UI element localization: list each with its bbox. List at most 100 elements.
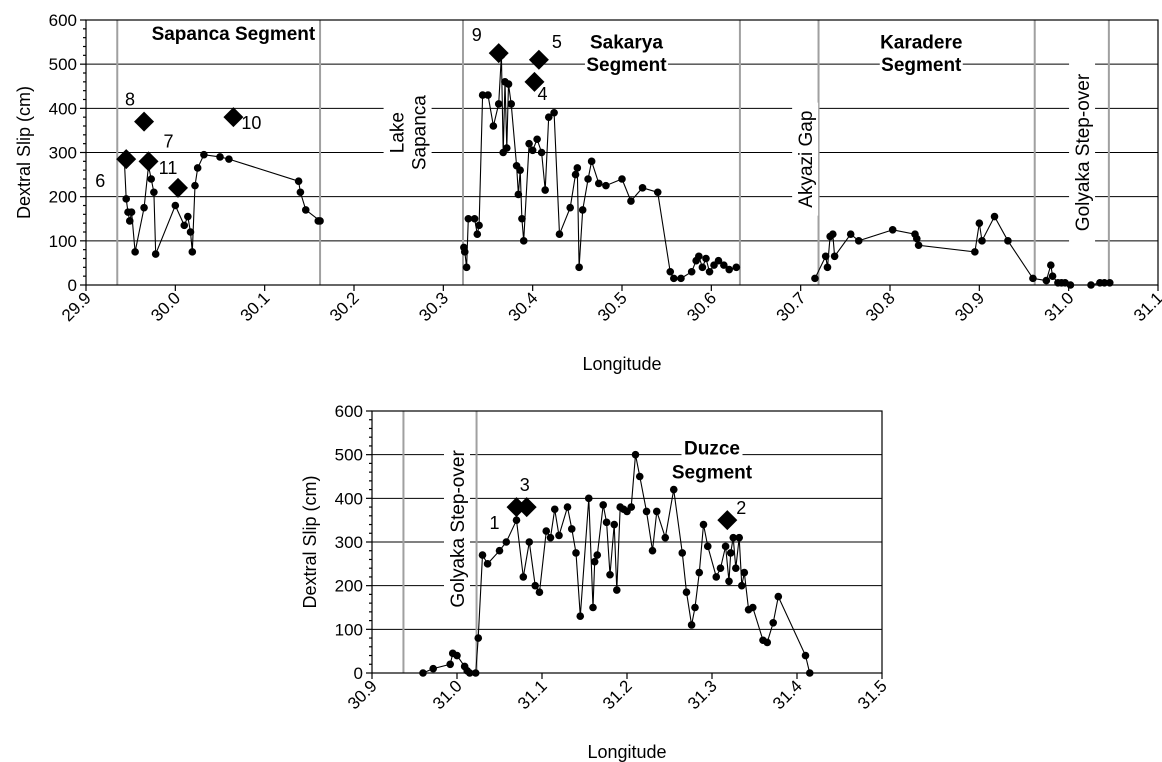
segment-label-bg [584,31,668,54]
data-point [705,267,714,276]
y-tick-label: 100 [49,232,77,251]
data-point [125,217,134,225]
data-point [519,237,528,245]
y-axis-title: Dextral Slip (cm) [300,475,320,608]
segment-label: Sakarya [590,33,663,54]
data-point [599,501,607,509]
data-point [670,274,678,283]
y-tick-label: 300 [335,533,363,552]
x-tick-label: 31.0 [429,676,466,713]
data-point [618,175,626,183]
annotation-bg [383,91,432,174]
y-axis-title: Dextral Slip (cm) [14,86,34,219]
data-point [578,206,587,214]
data-point [691,603,699,612]
diamond-marker [528,49,549,70]
data-point [419,669,427,677]
data-point [584,494,593,503]
data-point [474,634,483,642]
x-axis-title: Longitude [582,354,661,374]
diamond-marker [168,177,189,198]
diamond-marker [223,107,244,128]
segment-label: Segment [881,55,962,76]
y-tick-label: 400 [335,489,363,508]
data-point [184,212,192,221]
diamond-marker [134,111,155,132]
segment-label: Segment [586,55,667,76]
vertical-annotation-text: Golyaka Step-over [448,450,469,608]
series-line [814,215,1110,286]
data-point [811,274,819,283]
data-point [699,520,708,529]
data-point [613,586,621,594]
data-point [516,166,524,174]
data-point [714,256,723,265]
data-point [541,186,549,194]
x-tick-label: 30.2 [326,288,363,325]
data-point [888,225,897,234]
data-point [542,527,551,535]
y-tick-label: 300 [49,144,77,163]
data-point [507,100,516,108]
y-tick-label: 200 [49,188,77,207]
annotation-bg [1069,59,1096,246]
data-point [589,603,597,612]
data-point [225,155,233,163]
data-point [571,170,580,179]
x-tick-label: 31.1 [1130,288,1162,325]
data-point [695,568,704,577]
data-point [429,664,438,673]
x-tick-label: 30.7 [773,288,810,325]
data-point [1100,278,1109,287]
x-tick-label: 30.6 [683,288,720,325]
marker-label: 3 [520,475,530,495]
x-tick-label: 30.0 [147,288,184,325]
data-point [627,503,636,511]
data-point [563,503,572,511]
data-point [555,230,564,239]
y-tick-label: 0 [354,664,363,683]
data-point [716,564,725,572]
data-point [687,267,696,276]
marker-label: 11 [159,158,178,178]
data-point [528,146,537,155]
data-point [854,237,863,245]
data-point [729,533,738,542]
data-point [483,560,492,568]
data-point [525,139,533,148]
diamond-marker [116,149,137,170]
data-point [763,638,772,647]
data-point [566,203,574,212]
segment-label: Segment [672,463,753,484]
data-point [721,542,730,551]
data-point [301,206,310,214]
data-point [610,520,619,529]
data-point [471,669,480,677]
data-point [593,551,602,559]
data-point [518,214,526,223]
data-point [1066,281,1075,289]
data-point [703,542,712,551]
data-point [151,250,160,258]
data-point [1029,274,1037,283]
data-point [495,546,504,555]
annotation-bg [444,435,470,623]
data-point [531,581,539,590]
data-point [186,228,195,236]
chart-panel-1: 0 100 200 300 400 500 600 29.9 30.0 30.1 30.2 30.3 3… [14,11,1162,374]
data-point [576,612,585,621]
data-point [978,237,986,245]
marker-label: 4 [537,84,547,104]
data-point [735,533,743,542]
data-point [801,651,810,660]
data-point [720,261,728,269]
marker-label: 8 [125,90,135,110]
segment-label-bg [681,437,743,460]
data-point [294,177,303,186]
x-tick-label: 31.2 [599,676,636,713]
data-point [725,577,733,586]
data-point [682,588,691,597]
y-tick-label: 500 [49,55,77,74]
data-point [648,546,657,555]
data-point [702,254,710,263]
